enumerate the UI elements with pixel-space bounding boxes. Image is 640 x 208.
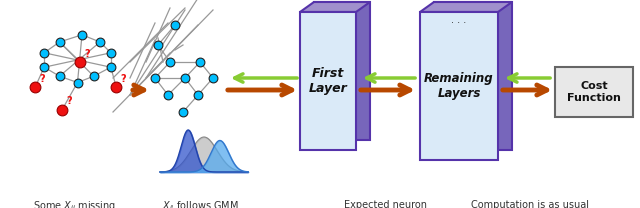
Point [39,66,49,69]
Point [208,76,218,80]
Point [88,74,99,78]
Point [39,51,49,54]
Point [57,108,67,111]
Polygon shape [300,2,370,12]
Point [195,60,205,64]
Polygon shape [420,2,512,12]
Text: First
Layer: First Layer [308,67,348,95]
Polygon shape [434,2,512,150]
Text: Some $X_{ij}$ missing: Some $X_{ij}$ missing [33,200,116,208]
Text: ?: ? [66,97,72,106]
Point [193,93,203,97]
Point [54,40,65,44]
Text: Expected neuron
activation: Expected neuron activation [344,200,426,208]
Point [75,60,85,63]
Point [54,74,65,78]
Text: ?: ? [39,74,45,84]
Text: $X_{ij}$ follows GMM: $X_{ij}$ follows GMM [162,200,238,208]
Point [163,93,173,97]
FancyBboxPatch shape [420,12,498,160]
Point [153,43,163,47]
Text: Remaining
Layers: Remaining Layers [424,72,494,100]
Point [30,85,40,89]
Point [95,40,105,44]
Point [106,51,116,54]
Point [72,81,83,84]
Point [170,23,180,27]
Text: ?: ? [120,74,126,84]
FancyBboxPatch shape [555,67,633,117]
Text: Cost
Function: Cost Function [567,81,621,103]
Point [77,33,87,36]
Point [180,76,190,80]
Text: Computation is as usual: Computation is as usual [471,200,589,208]
Point [106,66,116,69]
Point [150,76,160,80]
FancyBboxPatch shape [300,12,356,150]
Point [111,85,122,89]
Text: ?: ? [84,49,90,59]
Point [178,110,188,114]
Point [165,60,175,64]
Text: · · ·: · · · [451,18,467,28]
Polygon shape [314,2,370,140]
